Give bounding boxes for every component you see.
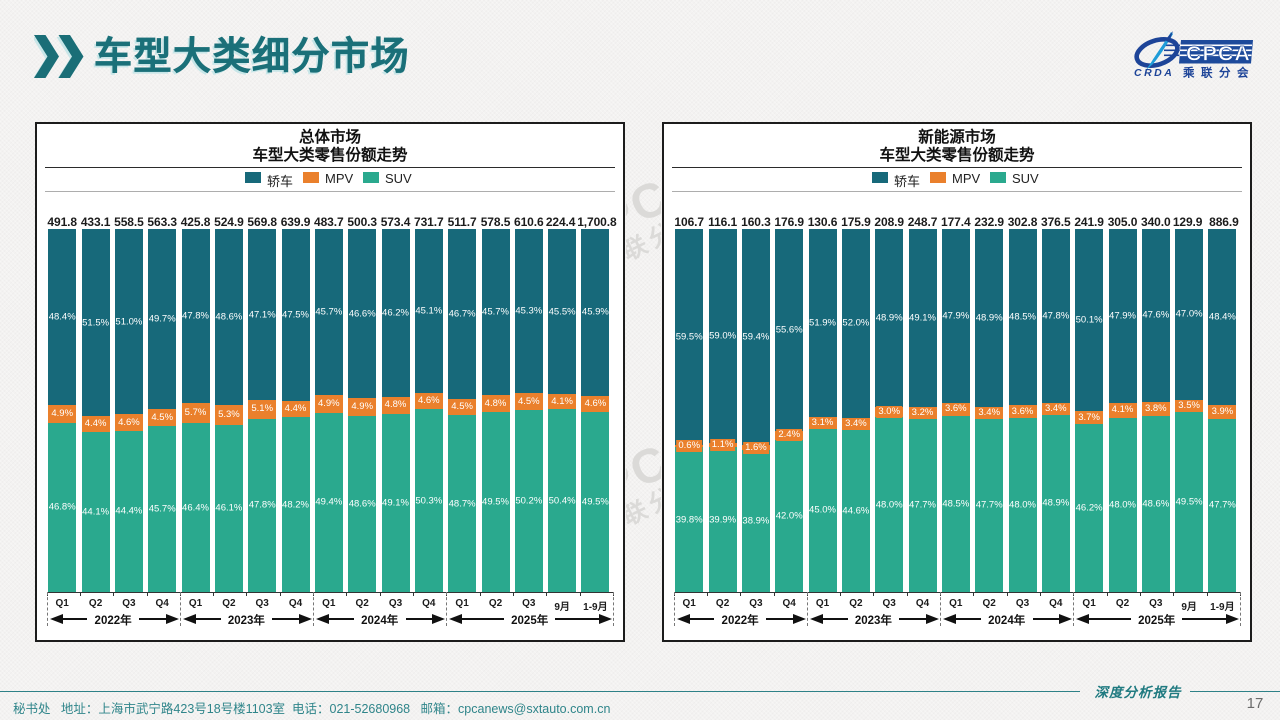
svg-text:CPCA: CPCA (1186, 42, 1251, 66)
svg-text:CRDA: CRDA (1134, 67, 1174, 78)
svg-text:乘联分会: 乘联分会 (1182, 66, 1255, 79)
